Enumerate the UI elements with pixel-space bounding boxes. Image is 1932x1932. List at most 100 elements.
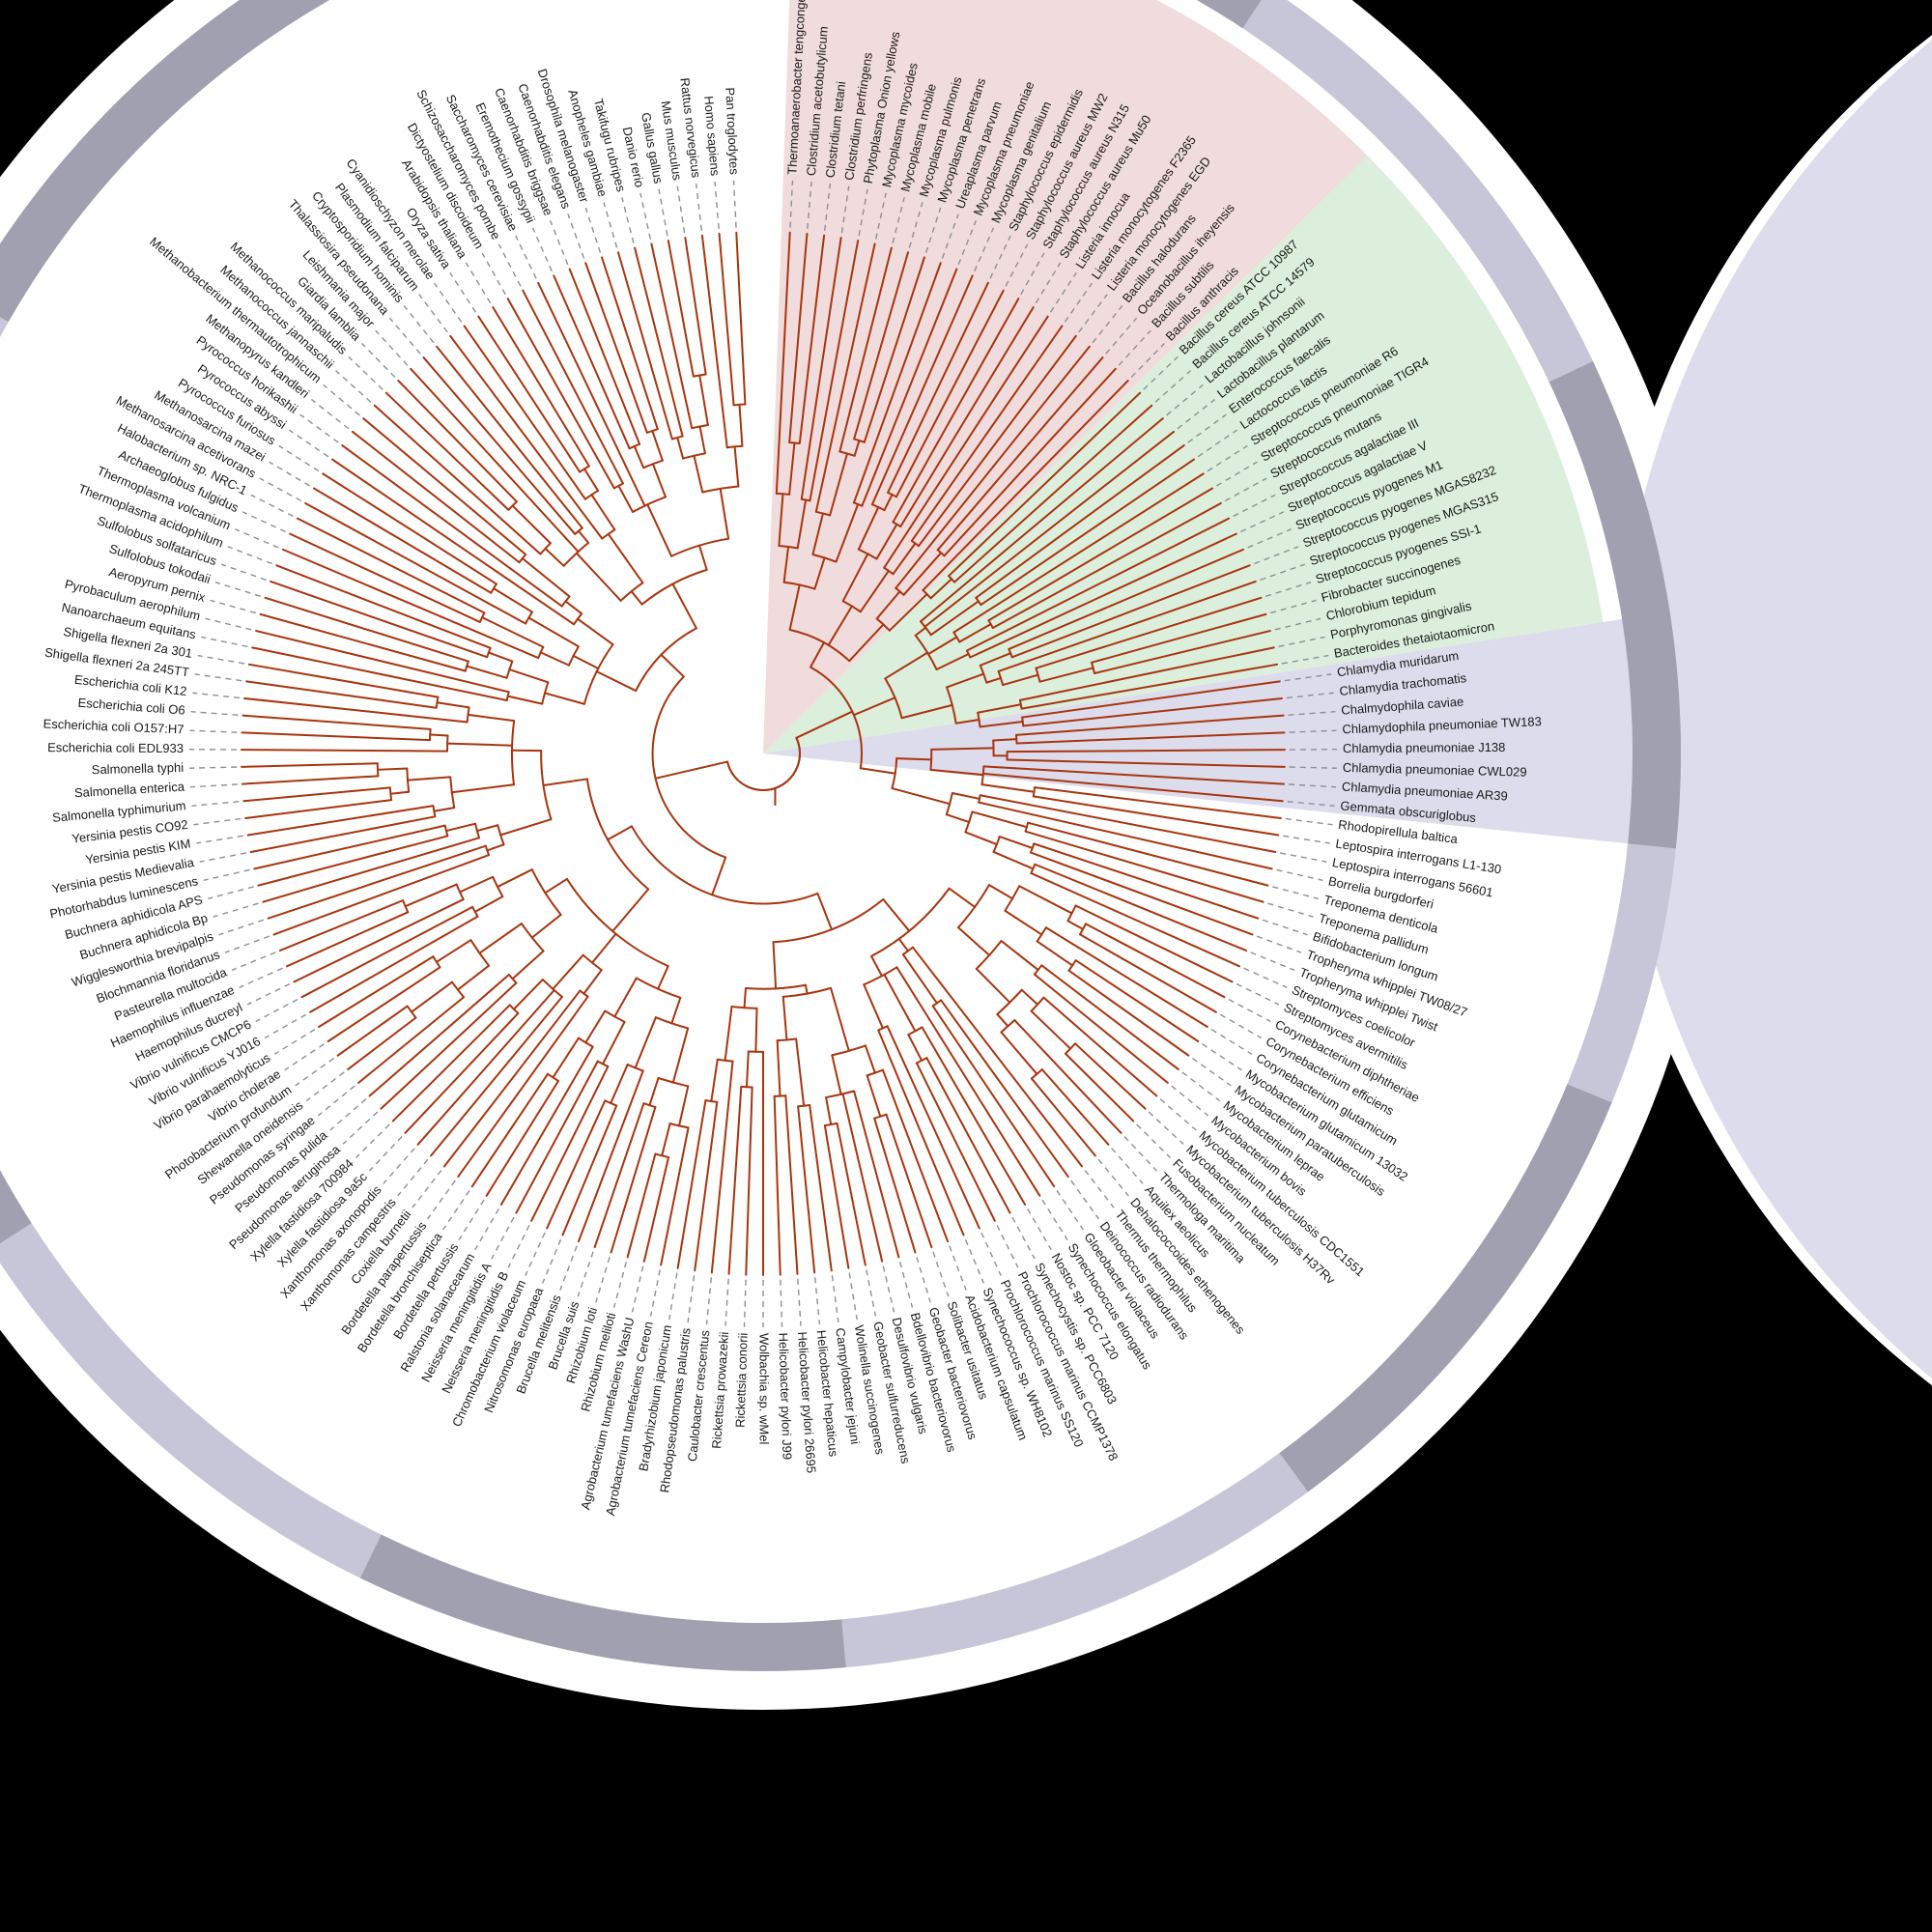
leader-line [418, 294, 448, 333]
leader-line [197, 654, 245, 665]
tree-branch [1010, 564, 1251, 659]
leader-line [1289, 783, 1337, 788]
tree-arc [788, 628, 851, 663]
tree-branch [883, 315, 1049, 569]
tree-branch [449, 334, 604, 540]
leader-line [1041, 1199, 1068, 1240]
tree-branch [384, 391, 510, 511]
leader-line [595, 1257, 611, 1303]
tree-branch [327, 966, 441, 1042]
tree-branch [735, 231, 747, 406]
tree-arc [772, 897, 885, 944]
tree-branch [512, 979, 544, 1010]
leader-line [397, 1158, 429, 1197]
tree-branch [435, 939, 472, 963]
leader-line [989, 235, 1011, 279]
tree-branch [527, 616, 580, 648]
leader-line [1264, 582, 1312, 598]
tree-branch [293, 898, 465, 983]
tree-branch [330, 458, 576, 626]
leader-line [299, 413, 339, 443]
tree-branch [975, 967, 1011, 1004]
tree-branch [357, 996, 466, 1084]
tree-branch [429, 733, 449, 737]
leader-line [1130, 342, 1165, 378]
tree-branch [1006, 758, 1286, 768]
tree-branch [788, 232, 809, 443]
leader-line [189, 729, 238, 733]
tree-branch [861, 268, 958, 507]
tree-branch [404, 883, 458, 908]
tree-branch [322, 472, 497, 585]
tree-branch [936, 356, 1104, 552]
tree-branch [772, 941, 778, 990]
tree-branch [446, 742, 514, 747]
leader-line [196, 835, 243, 844]
tree-branch [1015, 714, 1285, 736]
leader-line [631, 1265, 644, 1313]
leader-line [1240, 511, 1285, 533]
tree-branch [242, 714, 432, 730]
leader-line [687, 1275, 696, 1322]
tree-branch [927, 636, 958, 656]
tree-branch [870, 274, 974, 506]
leader-line [823, 183, 832, 231]
leader-line [193, 817, 242, 826]
leader-line [1233, 494, 1276, 518]
tree-branch [694, 1100, 719, 1272]
tree-branch [931, 1005, 1056, 1188]
leaf-label: Homo sapiens [701, 96, 723, 178]
tree-branch [511, 504, 552, 545]
tree-branch [389, 790, 411, 795]
tree-branch [866, 1074, 882, 1118]
leader-line [964, 1238, 984, 1284]
tree-arc [732, 403, 747, 407]
tree-branch [895, 345, 1091, 589]
tree-branch [870, 954, 883, 978]
tree-branch [610, 1106, 657, 1254]
tree-branch [859, 767, 896, 775]
leader-line [305, 1071, 345, 1102]
tree-branch [478, 923, 523, 954]
leader-line [1284, 673, 1332, 682]
tree-branch [992, 738, 1018, 742]
leaf-label: Salmonella enterica [74, 780, 186, 801]
tree-arc [740, 1085, 753, 1089]
tree-branch [979, 794, 1277, 854]
tree-branch [891, 787, 952, 806]
tree-branch [1021, 680, 1281, 719]
leader-line [1202, 1043, 1242, 1071]
tree-branch [546, 1099, 607, 1230]
tree-branch [1040, 1068, 1110, 1146]
leader-line [311, 399, 350, 430]
tree-branch [1035, 596, 1263, 669]
tree-branch [651, 430, 664, 462]
tree-branch [951, 792, 980, 800]
tree-branch [825, 1096, 833, 1126]
leader-line [1283, 835, 1330, 844]
leader-line [525, 1232, 546, 1276]
tree-branch [684, 237, 707, 376]
leader-line [789, 180, 794, 228]
leader-line [1254, 546, 1299, 565]
tree-arc [773, 1094, 787, 1097]
tree-arc [388, 786, 393, 802]
tree-branch [530, 913, 562, 939]
leader-line-layer [189, 180, 1337, 1327]
tree-branch [1033, 973, 1169, 1084]
leader-line [1027, 1208, 1052, 1251]
leader-line [231, 952, 276, 971]
leader-line [189, 783, 238, 788]
leader-line [335, 370, 372, 403]
tree-branch [948, 887, 977, 908]
tree-branch [351, 430, 521, 564]
tree-branch [930, 747, 995, 751]
leader-line [1011, 1216, 1036, 1260]
leader-line [949, 1245, 967, 1291]
tree-branch [506, 298, 615, 490]
tree-branch [881, 1068, 950, 1243]
tree-branch [564, 600, 583, 615]
tree-branch [487, 651, 514, 663]
tree-branch [676, 1099, 707, 1269]
